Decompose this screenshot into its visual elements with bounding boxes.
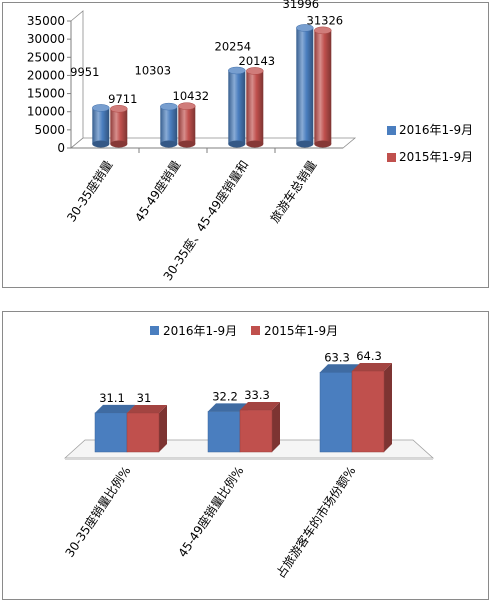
data-label: 10432 xyxy=(173,89,210,103)
legend-swatch-2015 xyxy=(251,326,260,335)
bar-2015 xyxy=(110,105,128,148)
category-label: 45-49座销量 xyxy=(131,157,183,224)
bar-top xyxy=(240,402,280,411)
bar-front xyxy=(239,409,273,453)
bar-2015 xyxy=(239,402,280,453)
legend-swatch-2015 xyxy=(387,153,396,162)
legend-swatch-2016 xyxy=(150,326,159,335)
bar-2016 xyxy=(228,66,246,148)
axis-wall xyxy=(70,10,84,149)
floor-edge xyxy=(65,458,433,460)
legend-label: 2015年1-9月 xyxy=(264,324,338,338)
bar-front xyxy=(319,372,353,453)
bar-top xyxy=(314,26,332,35)
legend-label: 2016年1-9月 xyxy=(163,324,237,338)
category-label: 45-49座销量比例% xyxy=(175,463,247,559)
legend-label: 2015年1-9月 xyxy=(399,150,473,164)
data-label: 33.3 xyxy=(244,388,270,402)
bar-base xyxy=(92,140,110,148)
data-label: 31326 xyxy=(307,13,344,27)
data-label: 20143 xyxy=(239,54,276,68)
data-label: 64.3 xyxy=(356,349,382,363)
data-label: 31.1 xyxy=(99,391,125,405)
data-label: 31 xyxy=(137,391,152,405)
bar-side xyxy=(272,402,280,452)
bar-base xyxy=(246,140,264,148)
bar-base xyxy=(110,140,128,148)
bar-2016 xyxy=(296,24,314,148)
y-tick-label: 5000 xyxy=(34,123,65,137)
bar-top xyxy=(92,104,110,112)
bar-front xyxy=(351,370,385,453)
legend-swatch-2016 xyxy=(387,126,396,135)
bar-top xyxy=(178,102,196,110)
y-tick-label: 35000 xyxy=(27,14,65,28)
bar-side xyxy=(159,404,167,452)
bar-2015 xyxy=(351,363,392,453)
bar-top xyxy=(127,404,167,413)
bar-top xyxy=(208,403,248,412)
category-label: 旅游车总销量 xyxy=(267,157,320,225)
y-tick-label: 30000 xyxy=(27,32,65,46)
y-tick-label: 0 xyxy=(57,141,65,155)
legend-label: 2016年1-9月 xyxy=(399,123,473,137)
chart-panel-share: 31.1 31 30-35座销量比例% 32.2 33.3 45-49座销量比例% 63.3… xyxy=(2,311,489,600)
bar-base xyxy=(228,140,246,148)
sales-volume-chart: 0 5000 10000 15000 20000 25000 30000 35000 9951 9… xyxy=(27,0,473,283)
bar-base xyxy=(314,140,332,148)
y-tick-label: 10000 xyxy=(27,105,65,119)
bar-body xyxy=(228,70,246,144)
bar-front xyxy=(126,412,160,453)
category-label: 30-35座销量比例% xyxy=(62,463,134,559)
bar-front xyxy=(94,412,128,453)
category-label: 占旅游客车的市场份额% xyxy=(273,463,359,580)
y-tick-label: 20000 xyxy=(27,68,65,82)
bar-body xyxy=(92,107,110,144)
bar-top xyxy=(95,404,135,413)
bar-2015 xyxy=(178,102,196,148)
bar-top xyxy=(296,24,314,32)
data-label: 63.3 xyxy=(324,350,350,364)
bar-top xyxy=(228,66,246,75)
bar-body xyxy=(178,106,196,144)
bar-body xyxy=(296,27,314,144)
bar-2015 xyxy=(314,26,332,148)
data-label: 20254 xyxy=(215,40,252,54)
bar-body xyxy=(314,30,332,144)
y-tick-label: 25000 xyxy=(27,50,65,64)
market-share-chart: 31.1 31 30-35座销量比例% 32.2 33.3 45-49座销量比例% 63.3… xyxy=(62,324,435,581)
bar-top xyxy=(110,105,128,113)
bar-front xyxy=(207,411,241,453)
bar-top xyxy=(246,67,264,75)
data-label: 32.2 xyxy=(212,389,238,403)
bar-2016 xyxy=(160,102,178,148)
category-label: 30-35座销量 xyxy=(63,157,115,224)
bar-side xyxy=(384,363,392,452)
data-label: 9951 xyxy=(70,65,99,79)
bar-2015 xyxy=(126,404,167,453)
bar-base xyxy=(178,140,196,148)
bar-base xyxy=(160,140,178,148)
bar-top xyxy=(160,102,178,111)
bar-base xyxy=(296,140,314,148)
bar-body xyxy=(110,108,128,144)
y-tick-label: 15000 xyxy=(27,87,65,101)
bar-2015 xyxy=(246,67,264,148)
bar-2016 xyxy=(92,104,110,148)
bar-body xyxy=(160,106,178,144)
bar-top xyxy=(320,364,360,373)
bar-top xyxy=(352,363,392,371)
data-label: 31996 xyxy=(283,0,320,11)
bar-body xyxy=(246,70,264,144)
data-label: 9711 xyxy=(108,92,137,106)
data-label: 10303 xyxy=(135,64,172,78)
chart-panel-sales: 0 5000 10000 15000 20000 25000 30000 35000 9951 9… xyxy=(2,0,489,288)
